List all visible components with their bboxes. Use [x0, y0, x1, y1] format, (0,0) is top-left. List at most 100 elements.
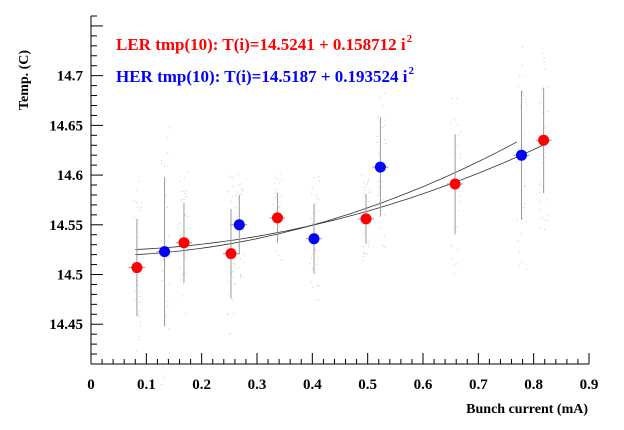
background-sample-dot [185, 257, 187, 259]
background-sample-dot [363, 232, 365, 234]
background-sample-dot [160, 160, 162, 162]
background-sample-dot [167, 206, 169, 208]
background-sample-dot [367, 180, 369, 182]
background-sample-dot [168, 328, 170, 330]
background-sample-dot [169, 352, 171, 354]
background-sample-dot [179, 268, 181, 270]
background-sample-dot [136, 202, 138, 204]
background-sample-dot [519, 74, 521, 76]
background-sample-dot [381, 181, 383, 183]
background-sample-dot [229, 273, 231, 275]
background-sample-dot [240, 258, 242, 260]
background-sample-dot [163, 257, 165, 259]
background-sample-dot [231, 177, 233, 179]
background-sample-dot [164, 377, 166, 379]
background-sample-dot [162, 367, 164, 369]
background-sample-dot [539, 192, 541, 194]
background-sample-dot [541, 217, 543, 219]
background-sample-dot [169, 284, 171, 286]
background-sample-dot [237, 244, 239, 246]
background-sample-dot [459, 194, 461, 196]
background-sample-dot [161, 280, 163, 282]
background-sample-dot [232, 262, 234, 264]
background-sample-dot [366, 253, 368, 255]
background-sample-dot [450, 244, 452, 246]
data-point-ler [449, 178, 461, 190]
x-tick-label: 0.4 [303, 377, 322, 393]
background-sample-dot [243, 261, 245, 263]
background-sample-dot [139, 321, 141, 323]
background-sample-dot [138, 237, 140, 239]
background-sample-dot [451, 246, 453, 248]
background-sample-dot [184, 192, 186, 194]
background-sample-dot [138, 210, 140, 212]
background-sample-dot [140, 207, 142, 209]
background-sample-dot [538, 183, 540, 185]
background-sample-dot [451, 97, 453, 99]
background-sample-dot [236, 217, 238, 219]
background-sample-dot [166, 136, 168, 138]
data-point-her [159, 246, 171, 258]
background-sample-dot [383, 199, 385, 201]
background-sample-dot [457, 145, 459, 147]
background-sample-dot [366, 184, 368, 186]
background-sample-dot [547, 215, 549, 217]
background-sample-dot [185, 214, 187, 216]
background-sample-dot [242, 254, 244, 256]
background-sample-dot [317, 224, 319, 226]
background-sample-dot [275, 192, 277, 194]
background-sample-dot [453, 272, 455, 274]
background-sample-dot [187, 216, 189, 218]
background-sample-dot [240, 183, 242, 185]
background-sample-dot [186, 171, 188, 173]
background-sample-dot [232, 223, 234, 225]
x-tick-label: 0.1 [137, 377, 156, 393]
background-sample-dot [275, 189, 277, 191]
background-sample-dot [138, 285, 140, 287]
background-sample-dot [367, 207, 369, 209]
y-tick-label: 14.65 [49, 118, 83, 134]
background-sample-dot [240, 193, 242, 195]
background-sample-dot [517, 85, 519, 87]
background-sample-dot [459, 131, 461, 133]
background-sample-dot [368, 243, 370, 245]
background-sample-dot [226, 313, 228, 315]
background-sample-dot [184, 215, 186, 217]
background-sample-dot [316, 264, 318, 266]
x-tick-label: 0.2 [192, 377, 211, 393]
background-sample-dot [367, 182, 369, 184]
background-sample-dot [450, 122, 452, 124]
background-sample-dot [517, 149, 519, 151]
background-sample-dot [524, 175, 526, 177]
background-sample-dot [452, 226, 454, 228]
background-sample-dot [362, 255, 364, 257]
background-sample-dot [165, 316, 167, 318]
background-sample-dot [311, 188, 313, 190]
background-sample-dot [233, 277, 235, 279]
data-point-her [515, 149, 527, 161]
background-sample-dot [368, 178, 370, 180]
background-sample-dot [161, 383, 163, 385]
background-sample-dot [161, 163, 163, 165]
background-sample-dot [279, 173, 281, 175]
background-sample-dot [525, 185, 527, 187]
legend-label-her: HER tmp(10): T(i)=14.5187 + 0.193524 i [116, 67, 408, 86]
background-sample-dot [310, 217, 312, 219]
data-point-ler [271, 212, 283, 224]
background-sample-dot [280, 259, 282, 261]
x-tick-label: 0.5 [358, 377, 377, 393]
background-sample-dot [543, 229, 545, 231]
background-sample-dot [141, 202, 143, 204]
background-sample-dot [539, 200, 541, 202]
background-sample-dot [188, 227, 190, 229]
background-sample-dot [278, 206, 280, 208]
background-sample-dot [368, 201, 370, 203]
background-sample-dot [233, 219, 235, 221]
fit-curve-ler [135, 144, 545, 250]
y-tick-label: 14.7 [57, 69, 84, 85]
background-sample-dot [235, 283, 237, 285]
background-sample-dot [378, 180, 380, 182]
background-sample-dot [231, 195, 233, 197]
background-sample-dot [235, 191, 237, 193]
